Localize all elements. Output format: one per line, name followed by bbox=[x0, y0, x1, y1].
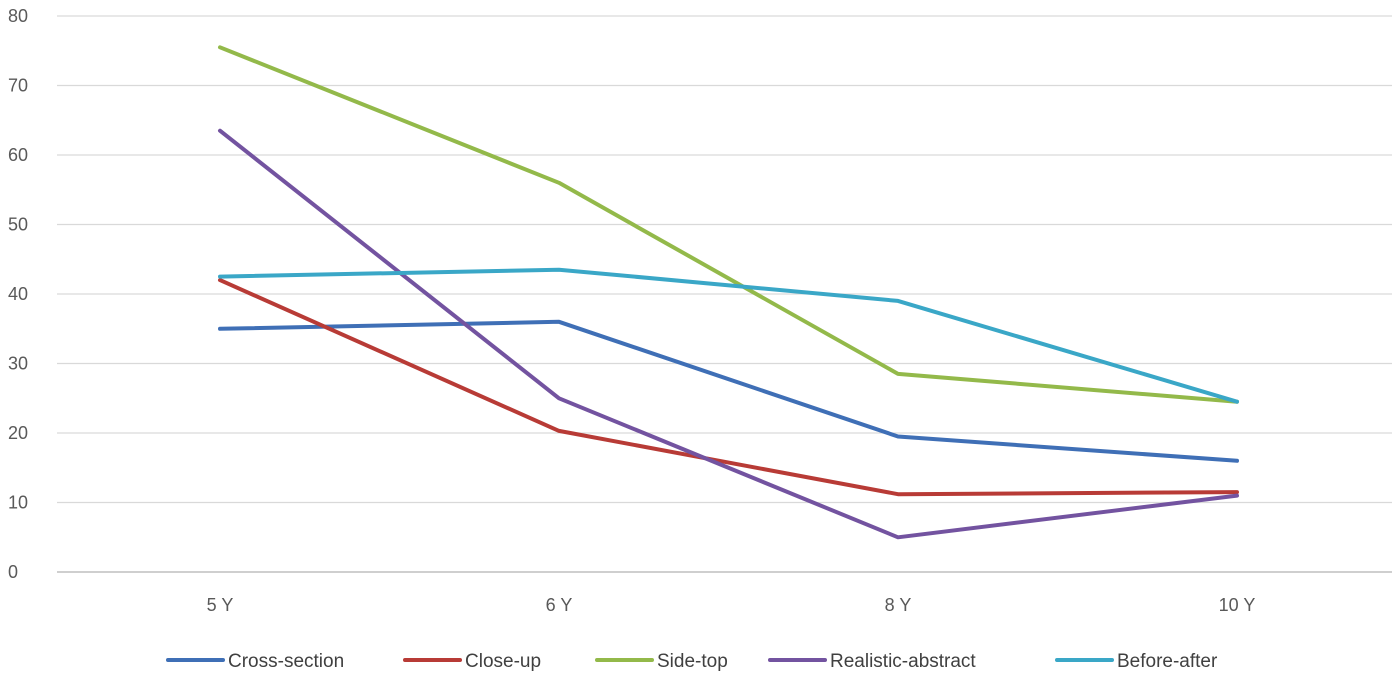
x-axis-ticks: 5 Y 6 Y 8 Y 10 Y bbox=[207, 595, 1256, 615]
y-tick-label: 70 bbox=[8, 76, 28, 96]
x-tick-label: 8 Y bbox=[885, 595, 912, 615]
x-tick-label: 6 Y bbox=[546, 595, 573, 615]
legend-label: Realistic-abstract bbox=[830, 651, 976, 672]
legend-label: Side-top bbox=[657, 651, 728, 672]
legend-label: Close-up bbox=[465, 651, 541, 672]
y-tick-label: 50 bbox=[8, 215, 28, 235]
y-tick-label: 60 bbox=[8, 145, 28, 165]
y-tick-label: 80 bbox=[8, 6, 28, 26]
legend-label: Before-after bbox=[1117, 651, 1218, 672]
legend-item-close-up: Close-up bbox=[403, 651, 541, 672]
y-tick-label: 0 bbox=[8, 562, 18, 582]
y-tick-label: 10 bbox=[8, 493, 28, 513]
legend-item-side-top: Side-top bbox=[595, 651, 728, 672]
legend-item-realistic-abstract: Realistic-abstract bbox=[768, 651, 976, 672]
y-tick-label: 40 bbox=[8, 284, 28, 304]
series-lines bbox=[218, 45, 1239, 540]
gridlines bbox=[57, 15, 1392, 573]
y-tick-label: 20 bbox=[8, 423, 28, 443]
legend: Cross-section Close-up Side-top Realistic-a… bbox=[166, 651, 1218, 672]
x-tick-label: 10 Y bbox=[1219, 595, 1256, 615]
series-line-close-up bbox=[218, 278, 1239, 497]
series-line-side-top bbox=[218, 45, 1239, 404]
y-tick-label: 30 bbox=[8, 354, 28, 374]
x-tick-label: 5 Y bbox=[207, 595, 234, 615]
legend-item-before-after: Before-after bbox=[1055, 651, 1218, 672]
series-line-before-after bbox=[218, 267, 1239, 404]
y-axis-ticks: 0 10 20 30 40 50 60 70 80 bbox=[8, 6, 28, 582]
legend-item-cross-section: Cross-section bbox=[166, 651, 344, 672]
series-line-cross-section bbox=[218, 319, 1239, 463]
legend-label: Cross-section bbox=[228, 651, 344, 672]
series-line-realistic-abstract bbox=[218, 128, 1239, 540]
